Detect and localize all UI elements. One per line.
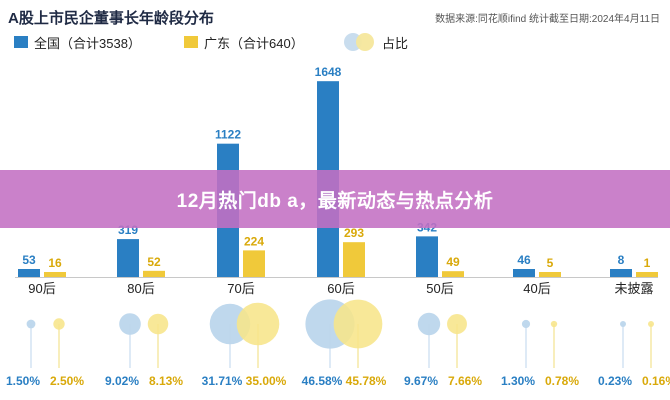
legend-guangdong: 广东（合计640） bbox=[184, 32, 304, 52]
category-label-cat-6: 未披露 bbox=[614, 281, 653, 296]
legend-label-share: 占比 bbox=[382, 35, 409, 51]
legend-label-guangdong: 广东（合计640） bbox=[204, 35, 304, 51]
label-guangdong-cat-0: 16 bbox=[48, 256, 62, 270]
share-bubble-national-cat-5 bbox=[521, 319, 531, 329]
chart-title: A股上市民企董事长年龄段分布 bbox=[8, 10, 214, 27]
share-label-guangdong-cat-3: 45.78% bbox=[346, 374, 387, 388]
legend-swatch-guangdong bbox=[184, 36, 198, 48]
bar-national-cat-5 bbox=[513, 269, 535, 277]
bar-guangdong-cat-3 bbox=[343, 242, 365, 277]
bar-guangdong-cat-4 bbox=[442, 271, 464, 277]
bar-guangdong-cat-2 bbox=[243, 250, 265, 277]
share-label-guangdong-cat-2: 35.00% bbox=[246, 374, 287, 388]
label-national-cat-6: 8 bbox=[618, 253, 625, 267]
share-label-guangdong-cat-1: 8.13% bbox=[149, 374, 183, 388]
share-bubble-guangdong-cat-4 bbox=[447, 314, 467, 334]
label-national-cat-3: 1648 bbox=[315, 65, 342, 79]
legend-share: 占比 bbox=[344, 32, 408, 52]
share-label-national-cat-3: 46.58% bbox=[302, 374, 343, 388]
share-label-guangdong-cat-6: 0.16% bbox=[642, 374, 670, 388]
share-bubble-guangdong-cat-2 bbox=[236, 302, 280, 346]
bar-guangdong-cat-6 bbox=[636, 272, 658, 277]
bar-guangdong-cat-5 bbox=[539, 272, 561, 277]
share-label-national-cat-6: 0.23% bbox=[598, 374, 632, 388]
label-guangdong-cat-4: 49 bbox=[446, 255, 460, 269]
share-label-national-cat-4: 9.67% bbox=[404, 374, 438, 388]
bar-national-cat-4 bbox=[416, 236, 438, 277]
share-bubble-guangdong-cat-6 bbox=[648, 321, 654, 327]
label-national-cat-2: 1122 bbox=[215, 128, 241, 142]
share-bubble-guangdong-cat-1 bbox=[147, 313, 169, 335]
legend-national: 全国（合计3538） bbox=[14, 32, 141, 52]
category-label-cat-3: 60后 bbox=[327, 281, 354, 296]
share-bubble-national-cat-0 bbox=[26, 319, 36, 329]
share-bubble-guangdong-cat-3 bbox=[333, 299, 383, 349]
bar-national-cat-0 bbox=[18, 269, 40, 277]
label-guangdong-cat-5: 5 bbox=[547, 256, 554, 270]
share-bubble-guangdong-cat-0 bbox=[53, 318, 65, 330]
overlay-banner: 12月热门db a，最新动态与热点分析 bbox=[0, 170, 670, 228]
share-bubble-national-cat-4 bbox=[417, 312, 441, 336]
label-guangdong-cat-1: 52 bbox=[147, 255, 161, 269]
share-bubble-guangdong-cat-5 bbox=[550, 320, 558, 328]
banner-text: 12月热门db a，最新动态与热点分析 bbox=[176, 190, 494, 212]
bar-national-cat-1 bbox=[117, 239, 139, 277]
bar-guangdong-cat-0 bbox=[44, 272, 66, 277]
label-national-cat-5: 46 bbox=[517, 253, 531, 267]
chart-source: 数据来源:同花顺ifind 统计截至日期:2024年4月11日 bbox=[435, 14, 660, 25]
share-label-national-cat-1: 9.02% bbox=[105, 374, 139, 388]
share-label-guangdong-cat-4: 7.66% bbox=[448, 374, 482, 388]
label-guangdong-cat-6: 1 bbox=[644, 256, 651, 270]
legend-label-national: 全国（合计3538） bbox=[34, 35, 141, 51]
share-label-national-cat-5: 1.30% bbox=[501, 374, 535, 388]
label-guangdong-cat-2: 224 bbox=[244, 234, 264, 248]
legend-swatch-share bbox=[344, 32, 378, 52]
label-guangdong-cat-3: 293 bbox=[344, 226, 364, 240]
category-label-cat-0: 90后 bbox=[28, 281, 55, 296]
category-label-cat-2: 70后 bbox=[227, 281, 254, 296]
category-label-cat-1: 80后 bbox=[127, 281, 154, 296]
share-bubble-national-cat-1 bbox=[119, 313, 141, 335]
share-label-guangdong-cat-0: 2.50% bbox=[50, 374, 84, 388]
label-national-cat-0: 53 bbox=[22, 253, 36, 267]
share-label-national-cat-2: 31.71% bbox=[202, 374, 243, 388]
bar-national-cat-6 bbox=[610, 269, 632, 277]
bar-guangdong-cat-1 bbox=[143, 270, 165, 277]
share-label-national-cat-0: 1.50% bbox=[6, 374, 40, 388]
legend-swatch-national bbox=[14, 36, 28, 48]
category-label-cat-5: 40后 bbox=[523, 281, 550, 296]
share-bubble-national-cat-6 bbox=[620, 321, 626, 327]
share-label-guangdong-cat-5: 0.78% bbox=[545, 374, 579, 388]
category-label-cat-4: 50后 bbox=[426, 281, 453, 296]
